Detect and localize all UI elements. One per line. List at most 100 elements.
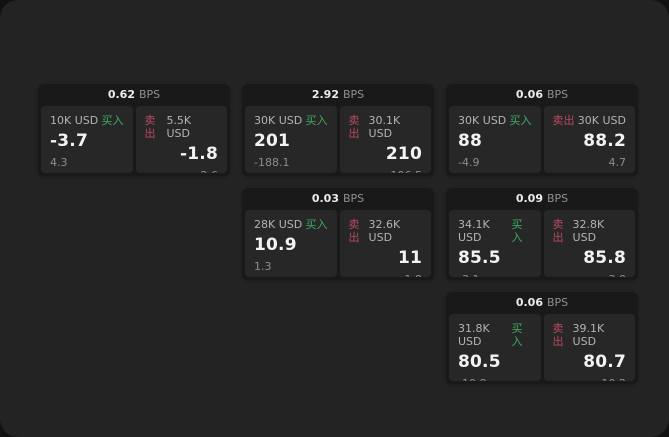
sell-cell-top: 卖出 32.8K USD	[553, 218, 627, 244]
quote-cells: 30K USD 买入 201 -188.1 卖出 30.1K USD 210 1…	[245, 106, 431, 173]
sell-cell-top: 卖出 30.1K USD	[349, 114, 423, 140]
sell-price: 85.8	[583, 248, 626, 268]
quote-card: 0.06 BPS 30K USD 买入 88 -4.9 卖出 30K USD 8…	[446, 84, 638, 176]
sell-sub-value: 3.0	[553, 273, 627, 277]
sell-price: 88.2	[583, 131, 626, 151]
bps-value: 0.06	[515, 88, 543, 101]
sell-cell[interactable]: 卖出 30K USD 88.2 4.7	[543, 106, 635, 173]
buy-side-label: 买入	[509, 114, 532, 127]
buy-cell[interactable]: 31.8K USD 买入 80.5 -10.8	[449, 314, 541, 381]
bps-value: 2.92	[311, 88, 339, 101]
buy-sub-value: -188.1	[254, 156, 290, 169]
buy-cell[interactable]: 30K USD 买入 201 -188.1	[245, 106, 337, 173]
sell-notional: 30.1K USD	[368, 114, 401, 140]
buy-cell-top: 30K USD 买入	[254, 114, 328, 127]
sell-cell-top: 卖出 5.5K USD	[145, 114, 219, 140]
card-header: 0.62 BPS	[41, 84, 227, 106]
buy-side-label: 买入	[511, 322, 523, 348]
buy-cell[interactable]: 10K USD 买入 -3.7 4.3	[41, 106, 133, 173]
cards-grid: 0.62 BPS 10K USD 买入 -3.7 4.3 卖出 5.5K USD…	[38, 84, 638, 384]
quote-cells: 31.8K USD 买入 80.5 -10.8 卖出 39.1K USD 80.…	[449, 314, 635, 381]
sell-cell-top: 卖出 30K USD	[553, 114, 627, 127]
buy-cell-top: 30K USD 买入	[458, 114, 532, 127]
sell-price: 210	[385, 144, 422, 164]
buy-price: 201	[254, 131, 291, 151]
sell-cell-top: 卖出 39.1K USD	[553, 322, 627, 348]
buy-price: 88	[458, 131, 483, 151]
sell-cell[interactable]: 卖出 32.8K USD 85.8 3.0	[543, 210, 635, 277]
buy-sub-value: 1.3	[254, 260, 272, 273]
buy-cell-top: 10K USD 买入	[50, 114, 124, 127]
buy-cell[interactable]: 34.1K USD 买入 85.5 -3.1	[449, 210, 541, 277]
buy-notional: 30K USD	[254, 114, 303, 127]
quote-card: 0.09 BPS 34.1K USD 买入 85.5 -3.1 卖出 32.8K…	[446, 188, 638, 280]
sell-cell-top: 卖出 32.6K USD	[349, 218, 423, 244]
sell-sub-value: -1.8	[349, 273, 422, 277]
sell-cell[interactable]: 卖出 39.1K USD 80.7 10.2	[543, 314, 635, 381]
buy-cell-top: 34.1K USD 买入	[458, 218, 532, 244]
quote-cells: 30K USD 买入 88 -4.9 卖出 30K USD 88.2 4.7	[449, 106, 635, 173]
buy-cell[interactable]: 28K USD 买入 10.9 1.3	[245, 210, 337, 277]
sell-side-label: 卖出	[552, 114, 575, 127]
quote-card: 0.03 BPS 28K USD 买入 10.9 1.3 卖出 32.6K US…	[242, 188, 434, 280]
sell-price: 11	[397, 248, 422, 268]
buy-notional: 10K USD	[50, 114, 99, 127]
buy-notional: 31.8K USD	[458, 322, 490, 348]
buy-sub-value: -3.1	[458, 273, 532, 277]
buy-notional: 28K USD	[254, 218, 303, 231]
buy-side-label: 买入	[305, 114, 328, 127]
buy-price: 80.5	[458, 352, 501, 372]
buy-sub-value: -4.9	[458, 156, 480, 169]
sell-side-label: 卖出	[348, 218, 360, 244]
bps-unit-label: BPS	[342, 192, 365, 205]
buy-cell-top: 31.8K USD 买入	[458, 322, 532, 348]
card-header: 0.09 BPS	[449, 188, 635, 210]
bps-unit-label: BPS	[546, 296, 569, 309]
sell-sub-value: 4.7	[608, 156, 627, 169]
sell-notional: 39.1K USD	[572, 322, 605, 348]
bps-unit-label: BPS	[138, 88, 161, 101]
sell-sub-value: -2.6	[145, 169, 218, 173]
quote-cells: 34.1K USD 买入 85.5 -3.1 卖出 32.8K USD 85.8…	[449, 210, 635, 277]
buy-cell[interactable]: 30K USD 买入 88 -4.9	[449, 106, 541, 173]
sell-price: 80.7	[583, 352, 626, 372]
buy-side-label: 买入	[511, 218, 523, 244]
sell-notional: 32.6K USD	[368, 218, 401, 244]
bps-unit-label: BPS	[546, 192, 569, 205]
sell-notional: 5.5K USD	[166, 114, 192, 140]
sell-sub-value: 196.5	[349, 169, 423, 173]
buy-price: -3.7	[50, 131, 88, 151]
sell-side-label: 卖出	[144, 114, 156, 140]
buy-notional: 30K USD	[458, 114, 507, 127]
card-header: 0.03 BPS	[245, 188, 431, 210]
bps-value: 0.62	[107, 88, 135, 101]
bps-value: 0.06	[515, 296, 543, 309]
sell-cell[interactable]: 卖出 5.5K USD -1.8 -2.6	[135, 106, 227, 173]
quote-card: 2.92 BPS 30K USD 买入 201 -188.1 卖出 30.1K …	[242, 84, 434, 176]
buy-sub-value: -10.8	[458, 377, 532, 381]
buy-notional: 34.1K USD	[458, 218, 490, 244]
quote-card: 0.06 BPS 31.8K USD 买入 80.5 -10.8 卖出 39.1…	[446, 292, 638, 384]
bps-unit-label: BPS	[342, 88, 365, 101]
sell-cell[interactable]: 卖出 30.1K USD 210 196.5	[339, 106, 431, 173]
sell-price: -1.8	[180, 144, 218, 164]
bps-value: 0.03	[311, 192, 339, 205]
sell-side-label: 卖出	[552, 322, 564, 348]
bps-value: 0.09	[515, 192, 543, 205]
card-header: 0.06 BPS	[449, 84, 635, 106]
quote-cells: 28K USD 买入 10.9 1.3 卖出 32.6K USD 11 -1.8	[245, 210, 431, 277]
buy-price: 10.9	[254, 235, 297, 255]
sell-side-label: 卖出	[348, 114, 360, 140]
buy-price: 85.5	[458, 248, 501, 268]
sell-notional: 30K USD	[577, 114, 626, 127]
sell-cell[interactable]: 卖出 32.6K USD 11 -1.8	[339, 210, 431, 277]
sell-sub-value: 10.2	[553, 377, 627, 381]
sell-side-label: 卖出	[552, 218, 564, 244]
quote-cells: 10K USD 买入 -3.7 4.3 卖出 5.5K USD -1.8 -2.…	[41, 106, 227, 173]
sell-notional: 32.8K USD	[572, 218, 605, 244]
bps-unit-label: BPS	[546, 88, 569, 101]
card-header: 0.06 BPS	[449, 292, 635, 314]
buy-side-label: 买入	[305, 218, 328, 231]
buy-cell-top: 28K USD 买入	[254, 218, 328, 231]
